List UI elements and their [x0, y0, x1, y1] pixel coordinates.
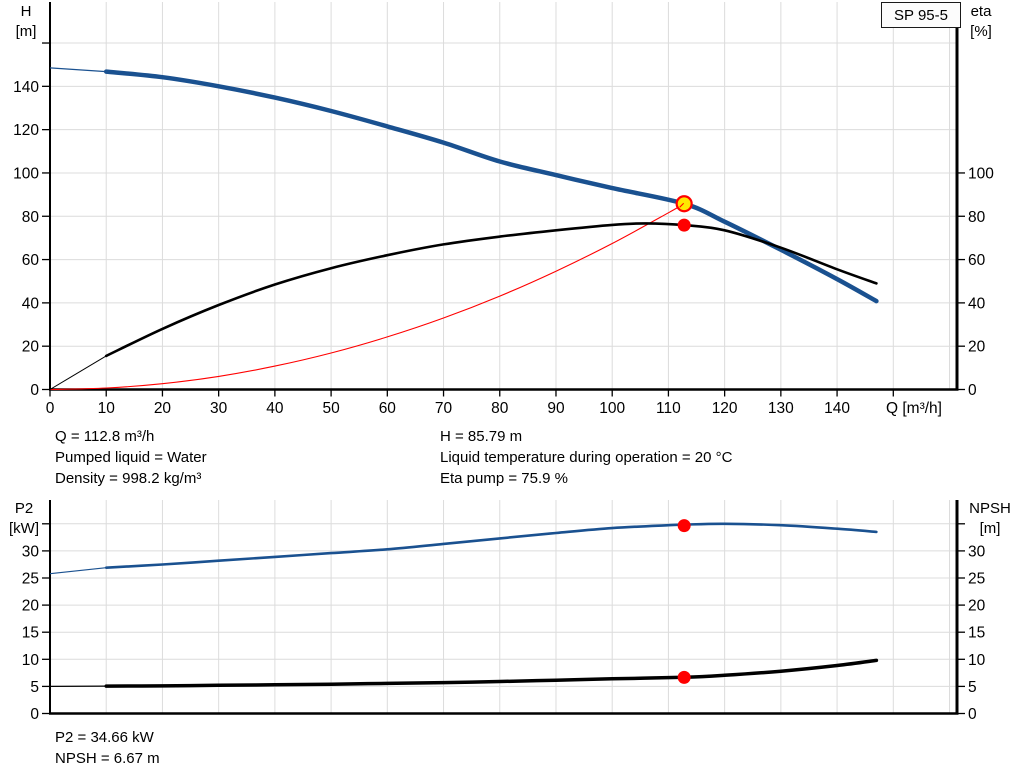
duty-point: [675, 195, 693, 213]
top-left-axis-title: H: [20, 3, 32, 20]
left-tick-label: 100: [13, 165, 39, 182]
left-tick-label: 120: [13, 122, 39, 139]
right-tick-label: 40: [968, 295, 986, 312]
pump-type-label: SP 95-5: [894, 6, 948, 24]
x-tick-label: 30: [210, 400, 228, 417]
right-tick-label: 20: [968, 598, 986, 615]
left-tick-label: 60: [22, 252, 40, 269]
left-tick-label: 80: [22, 209, 40, 226]
pump-type-box: SP 95-5: [881, 2, 961, 28]
x-tick-label: 140: [824, 400, 850, 417]
info-pumped-liquid: Pumped liquid = Water: [55, 449, 207, 466]
bottom-right-axis-title: NPSH: [969, 500, 1011, 517]
top-left-axis-unit: [m]: [15, 23, 37, 40]
operating-info-left: Q = 112.8 m³/h Pumped liquid = Water Den…: [55, 426, 207, 489]
top-right-axis-unit: [%]: [970, 23, 992, 40]
bottom-left-axis-unit: [kW]: [9, 520, 39, 537]
efficiency-curve: [104, 222, 878, 358]
right-tick-label: 60: [968, 252, 986, 269]
right-tick-label: 80: [968, 209, 986, 226]
info-p2: P2 = 34.66 kW: [55, 729, 154, 746]
left-tick-label: 0: [30, 382, 39, 399]
npsh-curve: [104, 658, 879, 688]
npsh-point: [677, 670, 691, 684]
p2-curve-thin: [49, 567, 107, 575]
right-tick-label: 25: [968, 571, 985, 588]
left-tick-label: 30: [22, 543, 40, 560]
x-tick-label: 0: [46, 400, 55, 417]
x-tick-label: 120: [712, 400, 738, 417]
x-tick-label: 130: [768, 400, 794, 417]
x-tick-label: 110: [656, 400, 681, 417]
x-tick-label: 50: [322, 400, 340, 417]
left-tick-label: 0: [30, 706, 39, 723]
power-npsh-chart: 0 5 10 15 20 25 30 0 5 10 15 20 25 30: [22, 500, 986, 723]
info-liquid-temp: Liquid temperature during operation = 20…: [440, 449, 733, 466]
right-tick-label: 30: [968, 543, 986, 560]
right-tick-label: 100: [968, 165, 994, 182]
right-tick-label: 0: [968, 706, 977, 723]
top-right-axis-title: eta: [970, 3, 992, 20]
operating-info-right: H = 85.79 m Liquid temperature during op…: [440, 426, 732, 489]
left-tick-label: 20: [22, 339, 40, 356]
operating-info-bottom: P2 = 34.66 kW NPSH = 6.67 m: [55, 727, 160, 769]
info-eta-pump: Eta pump = 75.9 %: [440, 470, 568, 487]
left-tick-label: 140: [13, 79, 39, 96]
x-tick-label: 90: [547, 400, 565, 417]
left-tick-label: 10: [22, 652, 40, 669]
p2-curve: [104, 522, 878, 569]
x-tick-label: 80: [491, 400, 509, 417]
bottom-left-axis-title: P2: [14, 500, 34, 517]
x-tick-label: 100: [599, 400, 625, 417]
left-tick-label: 20: [22, 598, 40, 615]
left-tick-label: 15: [22, 625, 39, 642]
info-density: Density = 998.2 kg/m³: [55, 470, 202, 487]
info-npsh: NPSH = 6.67 m: [55, 750, 160, 767]
right-tick-label: 15: [968, 625, 985, 642]
x-tick-label: 10: [98, 400, 116, 417]
efficiency-point: [677, 218, 691, 232]
right-tick-label: 20: [968, 339, 986, 356]
right-tick-label: 10: [968, 652, 986, 669]
right-tick-label: 0: [968, 382, 977, 399]
left-tick-label: 5: [30, 679, 39, 696]
info-head: H = 85.79 m: [440, 428, 523, 445]
x-tick-label: 60: [379, 400, 397, 417]
system-curve: [49, 203, 685, 391]
x-tick-label: 70: [435, 400, 453, 417]
p2-point: [677, 519, 691, 533]
head-curve: [103, 69, 879, 304]
right-tick-label: 5: [968, 679, 977, 696]
info-flow: Q = 112.8 m³/h: [55, 428, 155, 445]
efficiency-curve-thin: [49, 355, 107, 390]
bottom-right-axis-unit: [m]: [979, 520, 1001, 537]
head-efficiency-chart: 0 20 40 60 80 100 120 140 0 20 40 60 80 100 0 10 20 30 40 5…: [13, 2, 994, 417]
head-curve-thin: [49, 67, 107, 73]
x-tick-label: 40: [266, 400, 284, 417]
left-tick-label: 25: [22, 571, 39, 588]
x-axis-label: Q [m³/h]: [886, 400, 942, 417]
duty-point-tip: [679, 202, 685, 208]
x-tick-label: 20: [154, 400, 172, 417]
left-tick-label: 40: [22, 295, 40, 312]
